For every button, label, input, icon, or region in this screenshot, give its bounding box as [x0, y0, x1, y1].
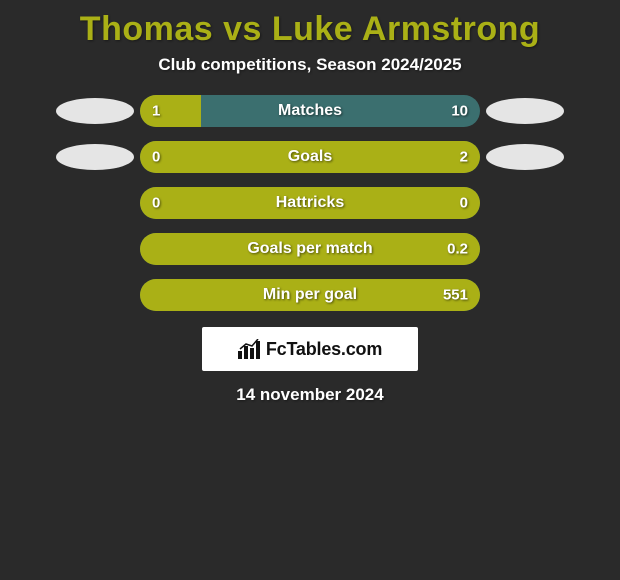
comparison-rows: 110Matches 02Goals 00Hattricks 0.2Goals per… [0, 95, 620, 311]
team-ellipse-right [486, 144, 564, 170]
stat-bar: 551Min per goal [140, 279, 480, 311]
stat-bar: 110Matches [140, 95, 480, 127]
right-badge-slot [480, 98, 570, 124]
page-subtitle: Club competitions, Season 2024/2025 [0, 55, 620, 95]
team-ellipse-left [56, 98, 134, 124]
team-ellipse-right [486, 98, 564, 124]
barchart-icon [238, 339, 264, 359]
team-ellipse-left [56, 144, 134, 170]
bar-label: Min per goal [140, 286, 480, 304]
bar-label: Hattricks [140, 194, 480, 212]
footer-date: 14 november 2024 [0, 385, 620, 405]
bar-label: Goals per match [140, 240, 480, 258]
left-badge-slot [50, 144, 140, 170]
stat-row: 551Min per goal [0, 279, 620, 311]
stat-bar: 00Hattricks [140, 187, 480, 219]
stat-row: 00Hattricks [0, 187, 620, 219]
left-badge-slot [50, 98, 140, 124]
stat-bar: 02Goals [140, 141, 480, 173]
bar-label: Goals [140, 148, 480, 166]
stat-row: 110Matches [0, 95, 620, 127]
fctables-logo: FcTables.com [202, 327, 418, 371]
stat-row: 02Goals [0, 141, 620, 173]
bar-label: Matches [140, 102, 480, 120]
stat-row: 0.2Goals per match [0, 233, 620, 265]
page-title: Thomas vs Luke Armstrong [0, 0, 620, 55]
right-badge-slot [480, 144, 570, 170]
stat-bar: 0.2Goals per match [140, 233, 480, 265]
logo-text: FcTables.com [266, 339, 382, 360]
